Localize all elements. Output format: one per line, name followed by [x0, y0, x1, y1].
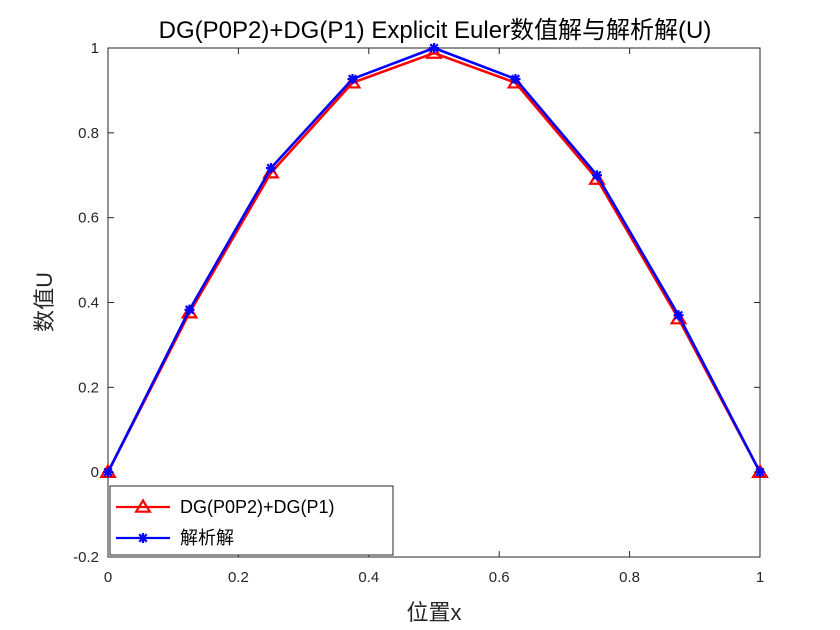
- plot-area: [107, 47, 761, 558]
- x-axis-title: 位置x: [406, 600, 461, 625]
- y-tick-label: 0: [91, 464, 99, 481]
- series-2-point: [755, 467, 765, 478]
- x-tick-label: 1: [756, 569, 764, 586]
- series-2-point: [184, 304, 195, 315]
- x-tick-label: 0.8: [619, 569, 640, 586]
- legend-marker-series-1: [134, 498, 152, 513]
- legend-marker-shape-1: [134, 498, 152, 513]
- series-2-point: [510, 73, 521, 84]
- series-1-line: [106, 51, 762, 473]
- y-axis-title: 数值U: [32, 272, 57, 332]
- y-tick-label: -0.2: [73, 549, 99, 566]
- legend-label-series-2: 解析解: [180, 528, 234, 548]
- legend-marker-series-2: [138, 533, 148, 543]
- x-tick-label: 0.2: [228, 569, 249, 586]
- series-2-point: [673, 310, 684, 321]
- legend-box: [109, 485, 394, 556]
- axis-ticks: 0 0.2 0.4 0.6 0.8 1 -0.2 0 0.2 0.4 0.6 0.8 1: [73, 40, 764, 586]
- series-2-point: [103, 467, 113, 478]
- series-2-point: [429, 43, 439, 53]
- y-tick-label: 1: [91, 40, 99, 57]
- series-2-point: [592, 170, 602, 181]
- y-tick-label: 0.2: [78, 379, 99, 396]
- y-tick-label: 0.6: [78, 210, 99, 227]
- legend: DG(P0P2)+DG(P1) 解析解: [109, 485, 394, 556]
- series-2-point: [266, 163, 276, 174]
- legend-label-series-1: DG(P0P2)+DG(P1): [180, 497, 335, 517]
- chart-title: DG(P0P2)+DG(P1) Explicit Euler数值解与解析解(U): [159, 17, 712, 44]
- x-tick-label: 0.6: [489, 569, 510, 586]
- series-1-point: [425, 44, 443, 59]
- y-tick-label: 0.8: [78, 125, 99, 142]
- y-tick-label: 0.4: [78, 295, 99, 312]
- x-tick-label: 0: [104, 569, 112, 586]
- series-2-point: [347, 73, 358, 84]
- legend-marker-shape-2: [138, 533, 148, 543]
- x-tick-label: 0.4: [358, 569, 379, 586]
- series-layer: [99, 43, 769, 478]
